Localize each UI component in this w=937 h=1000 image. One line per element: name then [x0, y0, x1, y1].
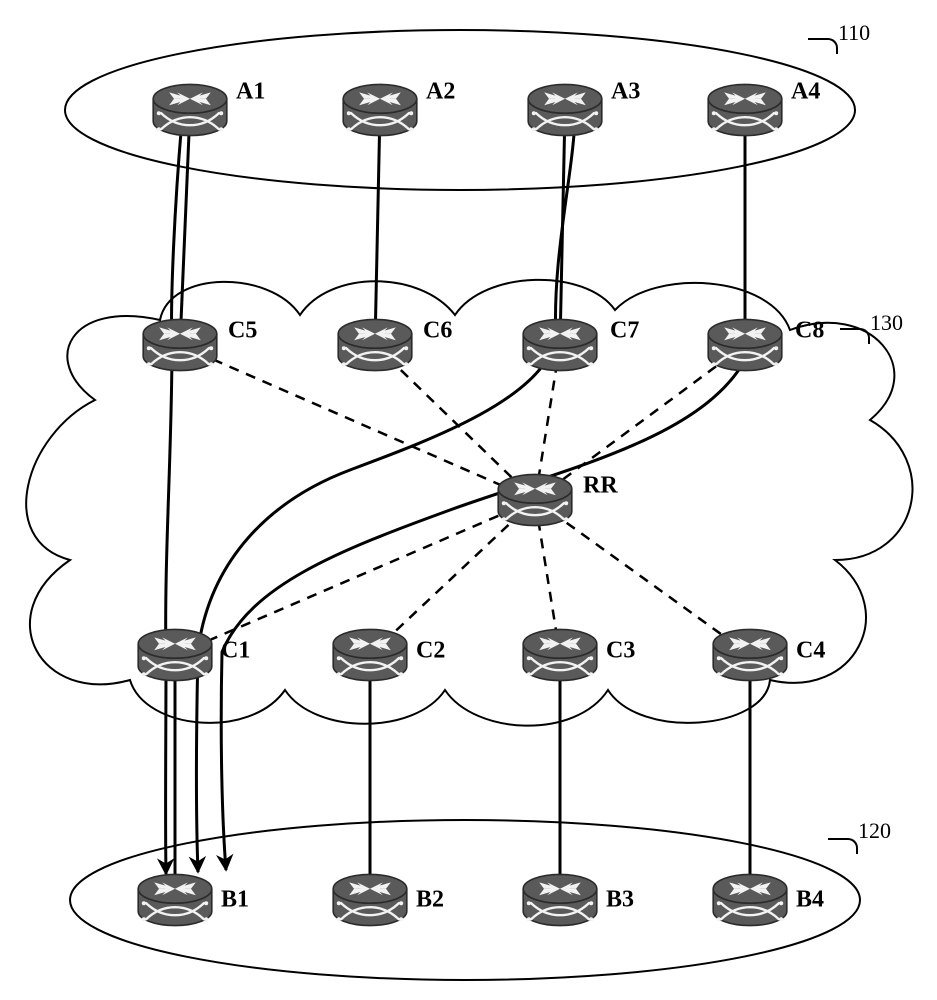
router-label-a4: A4	[791, 79, 820, 106]
region-ref-label: 110	[838, 20, 870, 46]
router-label-c4: C4	[796, 638, 825, 665]
router-label-c7: C7	[610, 318, 639, 345]
router-c4	[710, 626, 790, 684]
router-label-a3: A3	[611, 79, 640, 106]
router-label-c8: C8	[795, 318, 824, 345]
router-label-rr: RR	[583, 473, 618, 500]
router-label-b1: B1	[221, 887, 249, 914]
router-c3	[520, 626, 600, 684]
router-a1	[150, 81, 230, 139]
router-c1	[135, 626, 215, 684]
router-c7	[520, 316, 600, 374]
router-a3	[525, 81, 605, 139]
callout-tick	[808, 38, 838, 54]
router-c8	[705, 316, 785, 374]
region-ref-label: 130	[870, 310, 903, 336]
router-label-b4: B4	[796, 887, 824, 914]
router-label-c2: C2	[416, 638, 445, 665]
background-svg	[0, 0, 937, 1000]
router-a2	[340, 81, 420, 139]
router-label-c1: C1	[221, 638, 250, 665]
router-label-c3: C3	[606, 638, 635, 665]
router-a4	[705, 81, 785, 139]
router-c5	[140, 316, 220, 374]
router-label-a2: A2	[426, 79, 455, 106]
router-c2	[330, 626, 410, 684]
callout-tick	[840, 328, 870, 344]
diagram-stage: A1 A2 A3 A4 C5 C6 C7 C8 RR C1 C2 C3 C4 B1 B2 B3 B4 110 120…	[0, 0, 937, 1000]
router-b3	[520, 871, 600, 929]
router-b4	[710, 871, 790, 929]
router-c6	[335, 316, 415, 374]
router-label-b2: B2	[416, 887, 444, 914]
router-b2	[330, 871, 410, 929]
router-label-a1: A1	[236, 79, 265, 106]
router-label-b3: B3	[606, 887, 634, 914]
region-ref-label: 120	[858, 818, 891, 844]
callout-tick	[828, 838, 858, 854]
router-rr	[495, 471, 575, 529]
router-label-c5: C5	[228, 318, 257, 345]
router-b1	[135, 871, 215, 929]
router-label-c6: C6	[423, 318, 452, 345]
